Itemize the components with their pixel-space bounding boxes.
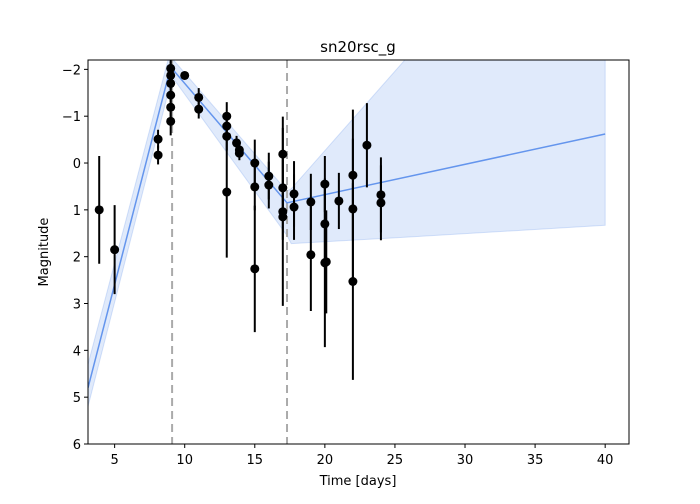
data-point (264, 180, 274, 190)
x-tick-label: 10 (176, 453, 193, 468)
data-point (250, 158, 260, 168)
data-point (362, 140, 372, 150)
chart-title: sn20rsc_g (320, 38, 396, 57)
x-tick-label: 25 (387, 453, 404, 468)
data-point (306, 250, 316, 260)
y-tick-label: 0 (73, 157, 81, 172)
data-point (321, 257, 331, 267)
axes-frame (87, 59, 630, 445)
data-point (94, 205, 104, 215)
data-point (222, 187, 232, 197)
x-tick-label: 5 (110, 453, 118, 468)
data-point (250, 182, 260, 192)
data-point (153, 134, 163, 144)
y-tick-label: 4 (73, 344, 81, 359)
y-tick-label: −2 (62, 63, 81, 78)
y-tick-label: 3 (73, 298, 81, 313)
y-axis-label: Magnitude (37, 218, 52, 287)
data-point (180, 70, 190, 80)
data-point (348, 277, 358, 287)
data-point (166, 116, 176, 126)
data-point (153, 150, 163, 160)
y-tick-label: 6 (73, 438, 81, 453)
data-point (234, 148, 244, 158)
x-tick-label: 20 (317, 453, 334, 468)
x-axis-label: Time [days] (319, 474, 397, 489)
data-point (289, 202, 299, 212)
data-point (250, 264, 260, 274)
x-tick-label: 30 (457, 453, 474, 468)
plot-area (88, 60, 606, 444)
data-point (334, 196, 344, 206)
y-tick-label: 2 (73, 251, 81, 266)
data-point (194, 104, 204, 114)
data-point (194, 92, 204, 102)
data-point (110, 245, 120, 255)
y-tick-label: 1 (73, 204, 81, 219)
y-tick-label: −1 (62, 110, 81, 125)
x-tick-label: 40 (597, 453, 614, 468)
x-tick-label: 35 (527, 453, 544, 468)
data-point (376, 198, 386, 208)
x-tick-label: 15 (247, 453, 264, 468)
data-point (278, 212, 288, 222)
y-tick-label: 5 (73, 391, 81, 406)
